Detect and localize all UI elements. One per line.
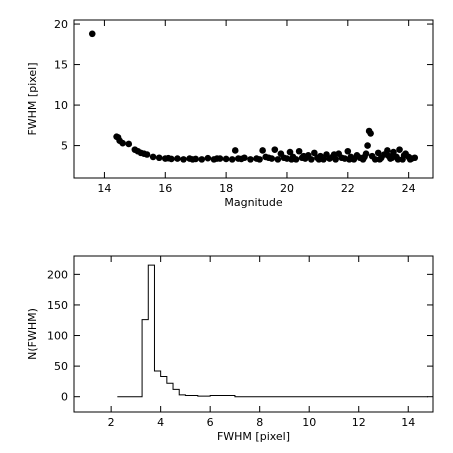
scatter-x-axis-title: Magnitude xyxy=(224,196,283,209)
scatter-point xyxy=(228,156,236,163)
scatter-point xyxy=(198,156,206,163)
hist-x-tick-label: 2 xyxy=(108,416,115,429)
scatter-point xyxy=(394,156,402,163)
scatter-point xyxy=(361,153,368,161)
scatter-point xyxy=(165,154,172,162)
histogram-panel: 2 4 6 8 10 12 14 0 50 100 150 200 FWHM [pixel] N(FWHM… xyxy=(26,255,434,443)
scatter-y-tick-label: 10 xyxy=(54,99,68,112)
scatter-point xyxy=(400,152,408,159)
scatter-point xyxy=(388,154,396,162)
scatter-point xyxy=(213,155,221,162)
scatter-plot-frame xyxy=(73,19,434,179)
scatter-point xyxy=(371,156,379,163)
scatter-point xyxy=(274,156,282,163)
scatter-point xyxy=(149,153,157,161)
scatter-point xyxy=(271,146,279,153)
hist-y-tick-label: 50 xyxy=(54,360,68,373)
scatter-point xyxy=(376,156,384,163)
scatter-point xyxy=(308,156,315,163)
scatter-point xyxy=(346,156,353,163)
scatter-point xyxy=(406,156,414,163)
hist-x-tick-label: 4 xyxy=(157,416,164,429)
scatter-y-axis-title: FWHM [pixel] xyxy=(26,62,39,135)
histogram-step-line xyxy=(117,264,429,398)
scatter-x-tick-label: 22 xyxy=(341,182,355,195)
scatter-point xyxy=(315,156,323,163)
scatter-point xyxy=(292,156,300,163)
scatter-y-tick-label: 5 xyxy=(61,140,68,153)
scatter-point xyxy=(125,140,133,148)
hist-x-tick-label: 12 xyxy=(352,416,366,429)
scatter-point xyxy=(189,156,196,163)
hist-y-tick-label: 150 xyxy=(47,299,68,312)
scatter-point xyxy=(256,156,263,163)
scatter-point xyxy=(286,148,294,156)
hist-y-tick-label: 200 xyxy=(47,268,68,281)
scatter-y-tick-label: 20 xyxy=(54,18,68,31)
scatter-point xyxy=(231,147,239,154)
hist-x-tick-label: 14 xyxy=(401,416,415,429)
hist-y-axis-title: N(FWHM) xyxy=(26,308,39,360)
hist-x-tick-label: 8 xyxy=(256,416,263,429)
hist-x-axis-title: FWHM [pixel] xyxy=(217,430,290,443)
scatter-point xyxy=(396,146,403,153)
scatter-point xyxy=(288,156,295,163)
scatter-point xyxy=(384,147,391,154)
hist-y-tick-label: 0 xyxy=(61,391,68,404)
scatter-x-tick-label: 16 xyxy=(158,182,172,195)
scatter-point xyxy=(320,156,327,163)
scatter-point xyxy=(247,156,254,163)
scatter-point xyxy=(174,155,181,162)
hist-x-tick-label: 10 xyxy=(302,416,316,429)
scatter-point xyxy=(222,155,230,163)
scatter-point xyxy=(364,142,371,149)
scatter-point xyxy=(300,152,307,160)
scatter-point xyxy=(88,30,96,38)
scatter-point xyxy=(374,149,382,157)
scatter-point xyxy=(259,147,266,154)
scatter-point xyxy=(390,148,397,156)
scatter-x-tick-label: 18 xyxy=(219,182,233,195)
scatter-point xyxy=(344,147,352,155)
scatter-point xyxy=(311,149,318,157)
hist-plot-frame xyxy=(73,255,434,413)
scatter-y-tick-label: 15 xyxy=(54,59,68,72)
scatter-x-tick-label: 24 xyxy=(402,182,416,195)
scatter-point xyxy=(204,154,212,162)
scatter-point xyxy=(143,151,151,158)
scatter-point xyxy=(180,156,187,163)
scatter-point xyxy=(155,154,163,162)
scatter-x-tick-label: 14 xyxy=(97,182,111,195)
scatter-point xyxy=(119,139,126,147)
hist-y-tick-label: 100 xyxy=(47,330,68,343)
scatter-x-tick-label: 20 xyxy=(280,182,294,195)
hist-x-tick-label: 6 xyxy=(207,416,214,429)
scatter-point xyxy=(265,154,273,162)
scatter-point xyxy=(238,155,245,163)
scatter-point xyxy=(367,130,374,137)
scatter-point xyxy=(330,151,338,158)
scatter-point xyxy=(295,147,303,155)
